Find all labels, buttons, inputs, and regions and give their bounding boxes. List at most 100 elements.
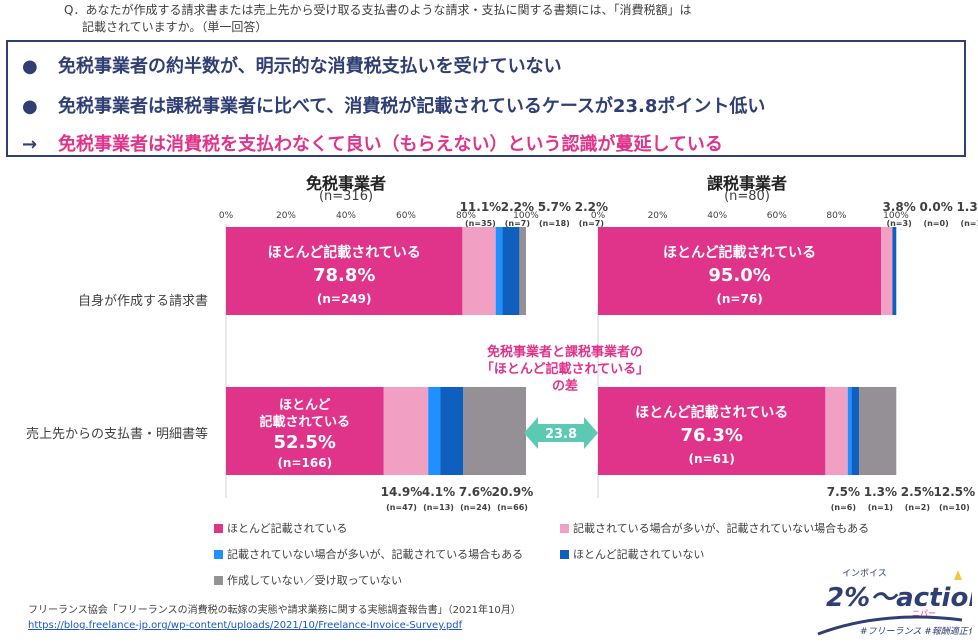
bar-segment-3 [428, 387, 441, 475]
x-tick-label: 20% [276, 211, 296, 221]
legend-item-not-created: 作成していない／受け取っていない [214, 572, 402, 588]
segment-n-label: (n=24) [460, 503, 491, 512]
segment-pct-label: 11.1% [460, 200, 502, 214]
bar-segment-5 [519, 227, 526, 315]
bullet-icon: ● [22, 96, 38, 117]
summary-point-1: ● 免税事業者の約半数が、明示的な消費税支払いを受けていない [22, 52, 562, 78]
question-line-1: Q．あなたが作成する請求書または売上先から受け取る支払書のような請求・支払に関す… [64, 3, 692, 17]
x-tick-label: 60% [396, 211, 416, 221]
source-link[interactable]: https://blog.freelance-jp.org/wp-content… [28, 620, 463, 631]
difference-arrow-icon [524, 417, 598, 449]
row-label-payment: 売上先からの支払書・明細書等 [25, 427, 208, 442]
bar-segment-2 [383, 387, 429, 475]
bar-segment-1 [226, 227, 463, 315]
segment-main-value: 52.5% [274, 432, 336, 453]
segment-main-n: (n=166) [277, 456, 332, 470]
segment-n-label: (n=18) [539, 219, 570, 228]
row-label-invoice: 自身が作成する請求書 [77, 294, 208, 309]
segment-main-n: (n=61) [689, 452, 735, 466]
segment-pct-label: 12.5% [934, 485, 976, 499]
legend-item-mostly-stated: ほとんど記載されている [214, 520, 347, 536]
segment-main-label: ほとんど記載されている [635, 404, 788, 421]
legend-swatch [214, 576, 223, 585]
group-n-taxable: (n=80) [724, 189, 770, 204]
segment-n-label: (n=1) [868, 503, 893, 512]
bar-segment-4 [440, 387, 464, 475]
segment-n-label: (n=10) [939, 503, 970, 512]
x-tick-label: 60% [767, 211, 787, 221]
logo-tagline: #フリーランス #報酬適正化 [860, 626, 972, 637]
source-title: フリーランス協会「フリーランスの消費税の転嫁の実態や請求業務に関する実態調査報告… [28, 605, 521, 616]
segment-main-value: 76.3% [680, 425, 742, 446]
segment-pct-label: 2.5% [901, 485, 934, 499]
summary-box: ● 免税事業者の約半数が、明示的な消費税支払いを受けていない ● 免税事業者は課税事… [6, 40, 966, 157]
legend-swatch [214, 524, 223, 533]
bar-segment-4 [851, 387, 860, 475]
segment-pct-label: 0.0% [919, 200, 952, 214]
bar-segment-1 [598, 227, 882, 315]
x-tick-label: 80% [456, 211, 476, 221]
difference-annotation: 免税事業者と課税事業者の 「ほとんど記載されている」 の差 [440, 344, 690, 395]
segment-pct-label: 7.5% [827, 485, 860, 499]
bar-segment-2 [825, 387, 848, 475]
segment-n-label: (n=2) [905, 503, 930, 512]
x-tick-label: 100% [513, 211, 539, 221]
logo-main: 2%〜action [826, 583, 972, 613]
bar-segment-3 [847, 387, 852, 475]
segment-n-label: (n=47) [386, 503, 417, 512]
segment-main-value: 95.0% [708, 265, 770, 286]
segment-n-label: (n=3) [886, 219, 911, 228]
segment-main-label: ほとんど [279, 398, 331, 413]
logo-sub-invoice: インボイス [842, 568, 887, 579]
question-text: Q．あなたが作成する請求書または売上先から受け取る支払書のような請求・支払に関す… [64, 2, 691, 36]
legend-swatch [560, 550, 569, 559]
bullet-icon: ● [22, 56, 38, 77]
segment-main-n: (n=249) [317, 292, 372, 306]
segment-n-label: (n=0) [923, 219, 948, 228]
bar-segment-5 [463, 387, 526, 475]
difference-value: 23.8 [545, 427, 577, 442]
segment-n-label: (n=7) [505, 219, 530, 228]
segment-pct-label: 2.2% [501, 200, 534, 214]
group-n-exempt: (n=316) [318, 189, 374, 204]
bar-segment-5 [859, 387, 897, 475]
summary-point-2-text: 免税事業者は課税事業者に比べて、消費税が記載されているケースが23.8ポイント低… [58, 96, 766, 117]
segment-n-label: (n=13) [423, 503, 454, 512]
x-tick-label: 20% [648, 211, 668, 221]
segment-pct-label: 20.9% [492, 485, 534, 499]
summary-point-2: ● 免税事業者は課税事業者に比べて、消費税が記載されているケースが23.8ポイント… [22, 92, 765, 118]
legend-item-mostly-not-stated: ほとんど記載されていない [560, 546, 704, 562]
segment-pct-label: 3.8% [882, 200, 915, 214]
difference-line-1: 免税事業者と課税事業者の [486, 345, 643, 360]
logo-sub-nipa: ニパー [912, 609, 936, 618]
segment-pct-label: 7.6% [459, 485, 492, 499]
bar-segment-1 [598, 387, 826, 475]
segment-pct-label: 1.3% [956, 200, 978, 214]
question-line-2: 記載されていますか。（単一回答） [82, 20, 268, 34]
campaign-logo: インボイス 2%〜action ニパー #フリーランス #報酬適正化 [817, 568, 972, 637]
segment-n-label: (n=1) [960, 219, 978, 228]
x-tick-label: 40% [336, 211, 356, 221]
segment-main-label: 記載されている [259, 414, 350, 430]
group-title-taxable: 課税事業者 [706, 174, 787, 193]
segment-n-label: (n=7) [579, 219, 604, 228]
x-tick-label: 80% [826, 211, 846, 221]
legend-swatch [214, 550, 223, 559]
segment-main-value: 78.8% [313, 265, 375, 286]
summary-conclusion-text: 免税事業者は消費税を支払わなくて良い（もらえない）という認識が蔓延している [58, 134, 723, 155]
x-tick-label: 100% [883, 211, 909, 221]
logo-swoosh-icon [817, 615, 963, 636]
segment-pct-label: 5.7% [538, 200, 571, 214]
bar-segment-2 [881, 227, 893, 315]
legend-swatch [560, 524, 569, 533]
segment-main-label: ほとんど記載されている [663, 244, 816, 261]
x-tick-label: 0% [219, 211, 234, 221]
segment-main-n: (n=76) [716, 292, 762, 306]
segment-n-label: (n=6) [831, 503, 856, 512]
segment-n-label: (n=66) [497, 503, 528, 512]
summary-conclusion: → 免税事業者は消費税を支払わなくて良い（もらえない）という認識が蔓延している [22, 130, 723, 156]
x-tick-label: 40% [707, 211, 727, 221]
group-title-exempt: 免税事業者 [305, 174, 386, 193]
bar-segment-2 [462, 227, 496, 315]
